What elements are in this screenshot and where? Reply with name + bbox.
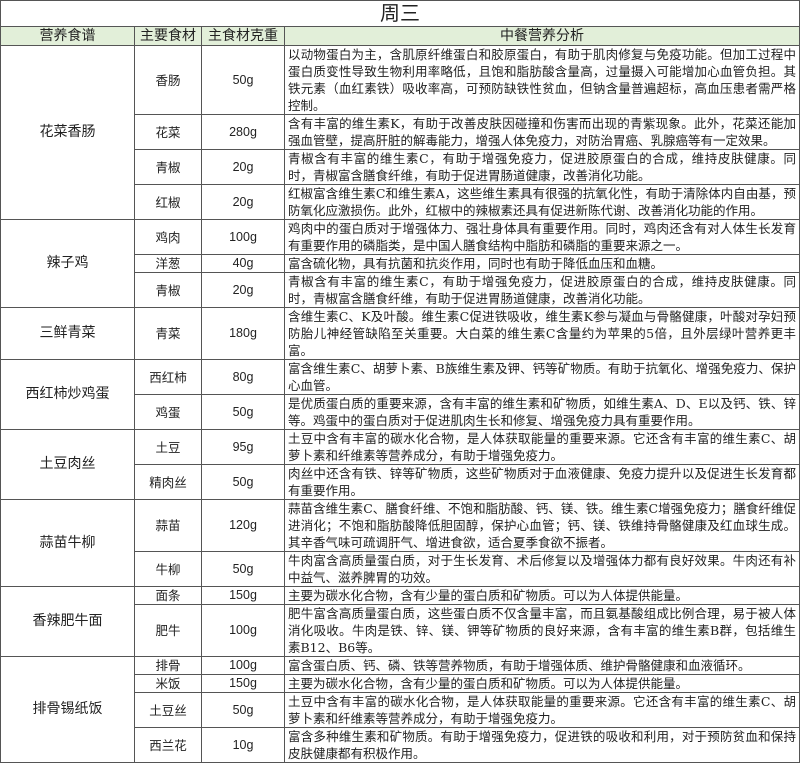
table-row: 花菜 280g 含有丰富的维生素K，有助于改善皮肤因碰撞和伤害而出现的青紫现象。此外… <box>1 114 800 150</box>
weight-cell: 50g <box>201 45 285 115</box>
analysis-cell: 以动物蛋白为主，含肌原纤维蛋白和胶原蛋白，有助于肌肉修复与免疫功能。但加工过程中… <box>284 45 800 115</box>
table-row: 香辣肥牛面 面条 150g 主要为碳水化合物，含有少量的蛋白质和矿物质。可以为人体提供… <box>0 586 800 657</box>
dish-name: 香辣肥牛面 <box>0 586 135 657</box>
header-recipe: 营养食谱 <box>0 26 135 46</box>
table-row: 牛柳 50g 牛肉富含高质量蛋白质，对于生长发育、术后修复以及增强体力都有良好效果。… <box>1 551 800 587</box>
ingredient-cell: 排骨 <box>134 656 202 675</box>
analysis-cell: 主要为碳水化合物，含有少量的蛋白质和矿物质。可以为人体提供能量。 <box>284 674 800 693</box>
weight-cell: 120g <box>201 499 285 552</box>
ingredient-cell: 牛柳 <box>134 551 202 587</box>
ingredient-cell: 洋葱 <box>134 254 202 273</box>
dish-name: 辣子鸡 <box>0 219 135 308</box>
page-title: 周三 <box>0 0 800 27</box>
analysis-cell: 富含维生素C、胡萝卜素、B族维生素及钾、钙等矿物质。有助于抗氧化、增强免疫力、保… <box>284 359 800 395</box>
ingredient-cell: 鸡肉 <box>134 219 202 255</box>
analysis-cell: 蒜苗含维生素C、膳食纤维、不饱和脂肪酸、钙、镁、铁。维生素C增强免疫力；膳食纤维… <box>284 499 800 552</box>
header-row: 营养食谱 主要食材 主食材克重 中餐营养分析 <box>0 26 800 46</box>
table-row: 肥牛 100g 肥牛富含高质量蛋白质，这些蛋白质不仅含量丰富，而且氨基酸组成比例合理… <box>1 604 800 657</box>
table-row: 排骨锡纸饭 排骨 100g 富含蛋白质、钙、磷、铁等营养物质，有助于增强体质、维护骨骼… <box>0 656 800 763</box>
header-ingredient: 主要食材 <box>134 26 202 46</box>
weight-cell: 20g <box>201 184 285 220</box>
dish-name: 花菜香肠 <box>0 45 135 220</box>
weight-cell: 50g <box>201 551 285 587</box>
ingredient-cell: 米饭 <box>134 674 202 693</box>
ingredient-cell: 西兰花 <box>134 727 202 763</box>
analysis-cell: 含维生素C、K及叶酸。维生素C促进铁吸收，维生素K参与凝血与骨骼健康，叶酸对孕妇… <box>284 307 800 360</box>
weight-cell: 100g <box>201 604 285 657</box>
analysis-cell: 富含硫化物，具有抗菌和抗炎作用，同时也有助于降低血压和血糖。 <box>284 254 800 273</box>
table-row: 青椒 20g 青椒含有丰富的维生素C，有助于增强免疫力，促进胶原蛋白的合成，维持皮肤… <box>1 272 800 308</box>
ingredient-cell: 香肠 <box>134 45 202 115</box>
table-row: 红椒 20g 红椒富含维生素C和维生素A，这些维生素具有很强的抗氧化性，有助于清除体… <box>1 184 800 220</box>
weight-cell: 100g <box>201 656 285 675</box>
table-row: 洋葱 40g 富含硫化物，具有抗菌和抗炎作用，同时也有助于降低血压和血糖。 <box>1 254 800 273</box>
weight-cell: 20g <box>201 149 285 185</box>
analysis-cell: 土豆中含有丰富的碳水化合物，是人体获取能量的重要来源。它还含有丰富的维生素C、胡… <box>284 429 800 465</box>
ingredient-cell: 土豆丝 <box>134 692 202 728</box>
analysis-cell: 含有丰富的维生素K，有助于改善皮肤因碰撞和伤害而出现的青紫现象。此外，花菜还能加… <box>284 114 800 150</box>
table-row: 三鲜青菜 青菜 180g 含维生素C、K及叶酸。维生素C促进铁吸收，维生素K参与凝血与… <box>0 307 800 360</box>
table-row: 西红柿炒鸡蛋 西红柿 80g 富含维生素C、胡萝卜素、B族维生素及钾、钙等矿物质。有助… <box>0 359 800 430</box>
header-analysis: 中餐营养分析 <box>284 26 800 46</box>
ingredient-cell: 面条 <box>134 586 202 605</box>
table-row: 蒜苗牛柳 蒜苗 120g 蒜苗含维生素C、膳食纤维、不饱和脂肪酸、钙、镁、铁。维生素C… <box>0 499 800 587</box>
ingredient-cell: 鸡蛋 <box>134 394 202 430</box>
weight-cell: 80g <box>201 359 285 395</box>
table-row: 土豆丝 50g 土豆中含有丰富的碳水化合物，是人体获取能量的重要来源。它还含有丰富的… <box>1 692 800 728</box>
header-weight: 主食材克重 <box>201 26 285 46</box>
ingredient-cell: 西红柿 <box>134 359 202 395</box>
ingredient-cell: 精肉丝 <box>134 464 202 500</box>
weight-cell: 40g <box>201 254 285 273</box>
weight-cell: 20g <box>201 272 285 308</box>
ingredient-cell: 蒜苗 <box>134 499 202 552</box>
analysis-cell: 鸡肉中的蛋白质对于增强体力、强壮身体具有重要作用。同时，鸡肉还含有对人体生长发育… <box>284 219 800 255</box>
weight-cell: 150g <box>201 674 285 693</box>
weight-cell: 50g <box>201 394 285 430</box>
table-row: 青椒 20g 青椒含有丰富的维生素C，有助于增强免疫力，促进胶原蛋白的合成，维持皮肤… <box>1 149 800 185</box>
dish-name: 排骨锡纸饭 <box>0 656 135 763</box>
weight-cell: 50g <box>201 692 285 728</box>
ingredient-cell: 青椒 <box>134 149 202 185</box>
analysis-cell: 肉丝中还含有铁、锌等矿物质，这些矿物质对于血液健康、免疫力提升以及促进生长发育都… <box>284 464 800 500</box>
weight-cell: 150g <box>201 586 285 605</box>
weight-cell: 50g <box>201 464 285 500</box>
analysis-cell: 牛肉富含高质量蛋白质，对于生长发育、术后修复以及增强体力都有良好效果。牛肉还有补… <box>284 551 800 587</box>
dish-name: 西红柿炒鸡蛋 <box>0 359 135 430</box>
ingredient-cell: 肥牛 <box>134 604 202 657</box>
analysis-cell: 土豆中含有丰富的碳水化合物，是人体获取能量的重要来源。它还含有丰富的维生素C、胡… <box>284 692 800 728</box>
analysis-cell: 红椒富含维生素C和维生素A，这些维生素具有很强的抗氧化性，有助于清除体内自由基，… <box>284 184 800 220</box>
table-row: 土豆肉丝 土豆 95g 土豆中含有丰富的碳水化合物，是人体获取能量的重要来源。它还含有… <box>0 429 800 500</box>
weight-cell: 180g <box>201 307 285 360</box>
dish-name: 三鲜青菜 <box>0 307 135 360</box>
table-row: 辣子鸡 鸡肉 100g 鸡肉中的蛋白质对于增强体力、强壮身体具有重要作用。同时，鸡肉还… <box>0 219 800 308</box>
table-row: 鸡蛋 50g 是优质蛋白质的重要来源，含有丰富的维生素和矿物质，如维生素A、D、E以… <box>1 394 800 430</box>
ingredient-cell: 花菜 <box>134 114 202 150</box>
ingredient-cell: 土豆 <box>134 429 202 465</box>
weight-cell: 10g <box>201 727 285 763</box>
title-row: 周三 <box>0 0 800 27</box>
analysis-cell: 富含蛋白质、钙、磷、铁等营养物质，有助于增强体质、维护骨骼健康和血液循环。 <box>284 656 800 675</box>
weight-cell: 95g <box>201 429 285 465</box>
analysis-cell: 青椒含有丰富的维生素C，有助于增强免疫力，促进胶原蛋白的合成，维持皮肤健康。同时… <box>284 272 800 308</box>
analysis-cell: 主要为碳水化合物，含有少量的蛋白质和矿物质。可以为人体提供能量。 <box>284 586 800 605</box>
analysis-cell: 富含多种维生素和矿物质。有助于增强免疫力，促进铁的吸收和利用，对于预防贫血和保持… <box>284 727 800 763</box>
ingredient-cell: 青椒 <box>134 272 202 308</box>
analysis-cell: 是优质蛋白质的重要来源，含有丰富的维生素和矿物质，如维生素A、D、E以及钙、铁、… <box>284 394 800 430</box>
dish-name: 土豆肉丝 <box>0 429 135 500</box>
weight-cell: 280g <box>201 114 285 150</box>
ingredient-cell: 红椒 <box>134 184 202 220</box>
analysis-cell: 肥牛富含高质量蛋白质，这些蛋白质不仅含量丰富，而且氨基酸组成比例合理，易于被人体… <box>284 604 800 657</box>
table-row: 米饭 150g 主要为碳水化合物，含有少量的蛋白质和矿物质。可以为人体提供能量。 <box>1 674 800 693</box>
weight-cell: 100g <box>201 219 285 255</box>
table-row: 花菜香肠 香肠 50g 以动物蛋白为主，含肌原纤维蛋白和胶原蛋白，有助于肌肉修复与免疫… <box>0 45 800 220</box>
analysis-cell: 青椒含有丰富的维生素C，有助于增强免疫力，促进胶原蛋白的合成，维持皮肤健康。同时… <box>284 149 800 185</box>
dish-name: 蒜苗牛柳 <box>0 499 135 587</box>
ingredient-cell: 青菜 <box>134 307 202 360</box>
